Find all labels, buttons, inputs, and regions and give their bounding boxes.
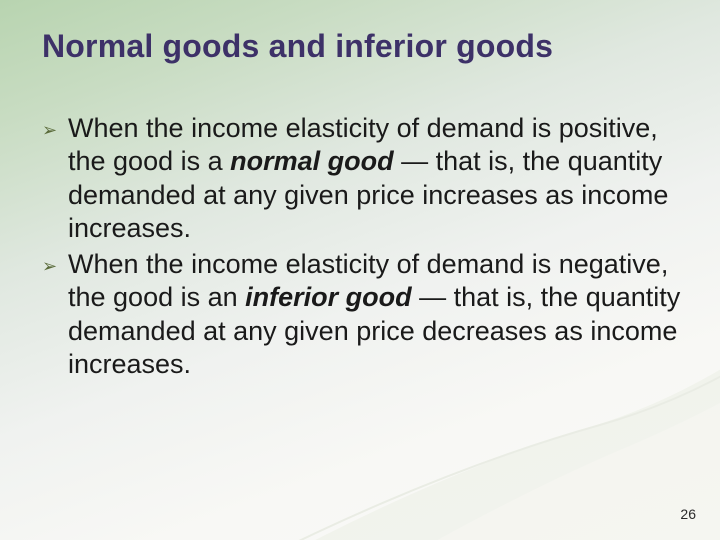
bullet-text: When the income elasticity of demand is … xyxy=(68,248,684,382)
slide: Normal goods and inferior goods ➢ When t… xyxy=(0,0,720,540)
bullet-item: ➢ When the income elasticity of demand i… xyxy=(42,112,684,246)
bullet-emphasis: inferior good xyxy=(245,282,411,312)
bullet-emphasis: normal good xyxy=(230,146,394,176)
bullet-text: When the income elasticity of demand is … xyxy=(68,112,684,246)
bullet-item: ➢ When the income elasticity of demand i… xyxy=(42,248,684,382)
page-number: 26 xyxy=(680,506,696,522)
bullet-marker-icon: ➢ xyxy=(42,112,68,139)
slide-title: Normal goods and inferior goods xyxy=(42,28,680,65)
slide-body: ➢ When the income elasticity of demand i… xyxy=(42,112,684,384)
bullet-marker-icon: ➢ xyxy=(42,248,68,275)
